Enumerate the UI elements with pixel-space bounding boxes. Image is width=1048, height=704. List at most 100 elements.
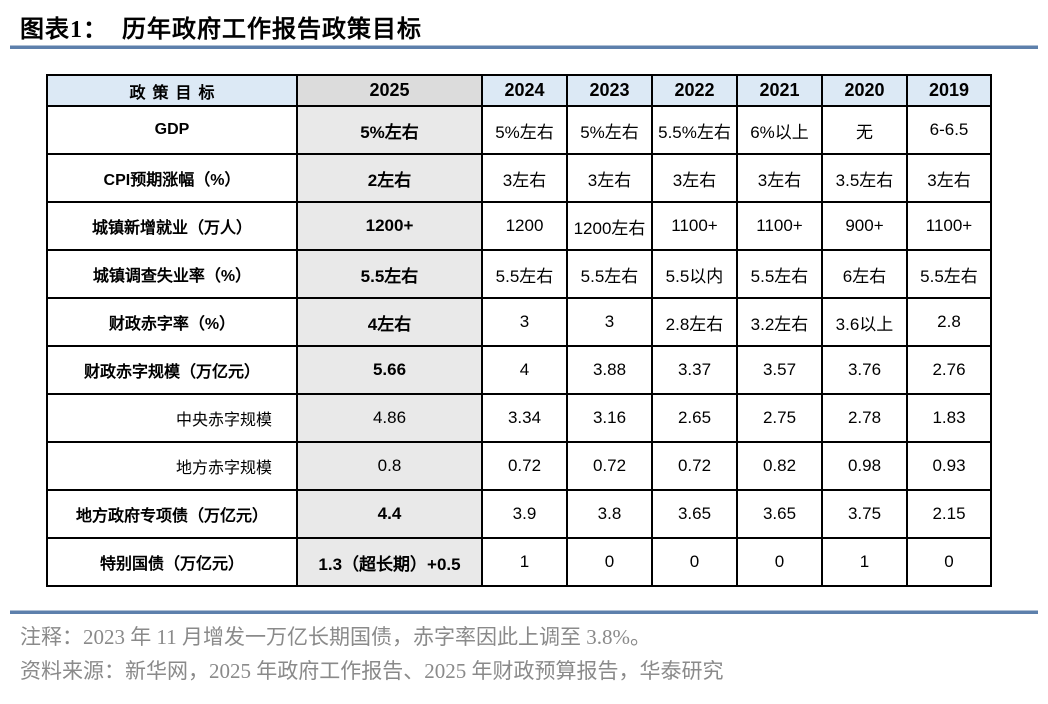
cell: 5.5左右 [736,249,823,299]
cell-2025: 5.66 [296,345,483,395]
row-label: 地方赤字规模 [46,441,298,491]
table-row: GDP 5%左右 5%左右 5%左右 5.5%左右 6%以上无 6-6.5 [46,105,992,155]
row-label: 城镇新增就业（万人） [46,201,298,251]
table-row: CPI预期涨幅（%） 2左右 3左右 3左右 3左右 3左右 3.5左右 3左右 [46,153,992,203]
cell: 2.15 [906,489,992,539]
column-header-year-2024: 2024 [481,74,568,107]
table-row: 财政赤字率（%） 4左右 3 3 2.8左右 3.2左右 3.6以上 2.8 [46,297,992,347]
row-label: 城镇调查失业率（%） [46,249,298,299]
cell: 2.75 [736,393,823,443]
cell: 1100+ [906,201,992,251]
cell: 900+ [821,201,908,251]
cell: 0 [736,537,823,587]
cell: 6-6.5 [906,105,992,155]
cell: 0 [566,537,653,587]
column-header-year-2022: 2022 [651,74,738,107]
cell: 5.5左右 [906,249,992,299]
column-header-year-2023: 2023 [566,74,653,107]
cell: 0.72 [481,441,568,491]
cell: 1 [821,537,908,587]
annotation-note: 注释：2023 年 11 月增发一万亿长期国债，赤字率因此上调至 3.8%。 [20,625,651,649]
row-label: 中央赤字规模 [46,393,298,443]
cell: 3.75 [821,489,908,539]
cell: 3左右 [566,153,653,203]
cell: 5%左右 [481,105,568,155]
column-header-year-2019: 2019 [906,74,992,107]
column-header-policy-target: 政策目标 [46,74,298,107]
cell: 0.72 [566,441,653,491]
table-row: 地方政府专项债（万亿元） 4.4 3.9 3.8 3.65 3.65 3.75 2.15 [46,489,992,539]
cell-2025: 1.3（超长期）+0.5 [296,537,483,587]
table-row: 中央赤字规模 4.86 3.34 3.16 2.65 2.75 2.78 1.83 [46,393,992,443]
cell: 3左右 [736,153,823,203]
cell: 3.88 [566,345,653,395]
table-row: 财政赤字规模（万亿元） 5.66 4 3.88 3.37 3.57 3.76 2.76 [46,345,992,395]
cell: 2.65 [651,393,738,443]
row-label: GDP [46,105,298,155]
cell: 1100+ [651,201,738,251]
cell: 0.98 [821,441,908,491]
cell: 3.16 [566,393,653,443]
cell-2025: 0.8 [296,441,483,491]
cell: 0.82 [736,441,823,491]
cell: 3.37 [651,345,738,395]
figure-notes: 注释：2023 年 11 月增发一万亿长期国债，赤字率因此上调至 3.8%。 资… [20,620,1030,688]
cell: 2.76 [906,345,992,395]
cell: 3 [566,297,653,347]
cell: 3.76 [821,345,908,395]
cell: 1200 [481,201,568,251]
cell: 1 [481,537,568,587]
cell: 6%以上 [736,105,823,155]
cell: 3.57 [736,345,823,395]
cell-2025: 5.5左右 [296,249,483,299]
cell-2025: 5%左右 [296,105,483,155]
cell: 2.8左右 [651,297,738,347]
cell: 4 [481,345,568,395]
cell: 3.6以上 [821,297,908,347]
cell: 3左右 [481,153,568,203]
column-header-year-2020: 2020 [821,74,908,107]
table-header-row: 政策目标 2025 2024 2023 2022 2021 2020 2019 [46,74,992,107]
cell-2025: 1200+ [296,201,483,251]
row-label: 财政赤字规模（万亿元） [46,345,298,395]
cell-2025: 4左右 [296,297,483,347]
cell: 3左右 [906,153,992,203]
cell-2025: 4.86 [296,393,483,443]
cell: 3.5左右 [821,153,908,203]
cell: 5.5左右 [481,249,568,299]
source-note: 资料来源：新华网，2025 年政府工作报告、2025 年财政预算报告，华泰研究 [20,659,724,683]
cell: 5.5%左右 [651,105,738,155]
title-divider [10,45,1038,49]
cell: 2.8 [906,297,992,347]
cell-2025: 2左右 [296,153,483,203]
row-label: 特别国债（万亿元） [46,537,298,587]
cell: 3.34 [481,393,568,443]
row-label: CPI预期涨幅（%） [46,153,298,203]
policy-targets-table: 政策目标 2025 2024 2023 2022 2021 2020 2019 GDP 5%左右… [46,74,992,587]
table-row: 地方赤字规模 0.8 0.72 0.72 0.72 0.82 0.98 0.93 [46,441,992,491]
cell: 0 [651,537,738,587]
cell: 0.72 [651,441,738,491]
cell: 3.65 [651,489,738,539]
cell-2025: 4.4 [296,489,483,539]
row-label: 财政赤字率（%） [46,297,298,347]
cell: 5%左右 [566,105,653,155]
row-label: 地方政府专项债（万亿元） [46,489,298,539]
cell: 3.9 [481,489,568,539]
cell: 5.5左右 [566,249,653,299]
cell: 6左右 [821,249,908,299]
cell: 1.83 [906,393,992,443]
cell: 5.5以内 [651,249,738,299]
cell: 1100+ [736,201,823,251]
bottom-divider [10,610,1038,614]
cell: 1200左右 [566,201,653,251]
cell: 3 [481,297,568,347]
table-row: 城镇新增就业（万人） 1200+ 1200 1200左右 1100+ 1100+ 900+ 1… [46,201,992,251]
cell: 3左右 [651,153,738,203]
cell: 0.93 [906,441,992,491]
cell: 无 [821,105,908,155]
column-header-year-2025: 2025 [296,74,483,107]
figure-title: 图表1： 历年政府工作报告政策目标 [20,17,422,43]
cell: 2.78 [821,393,908,443]
table-row: 城镇调查失业率（%） 5.5左右 5.5左右 5.5左右 5.5以内 5.5左右 6左右 5.… [46,249,992,299]
